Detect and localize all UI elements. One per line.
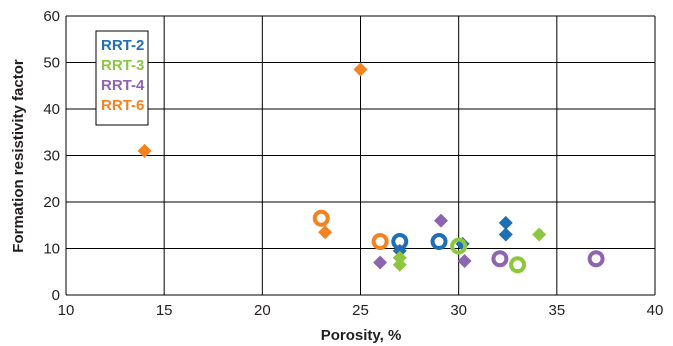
grid xyxy=(65,15,656,296)
x-tick-label: 40 xyxy=(647,302,664,319)
legend: RRT-2 RRT-3 RRT-4 RRT-6 xyxy=(95,30,149,126)
y-tick-label: 50 xyxy=(43,55,60,72)
data-point-diamond-rrt-4 xyxy=(433,213,448,228)
y-tick-label: 60 xyxy=(43,8,60,25)
legend-entry-rrt-4: RRT-4 xyxy=(101,77,145,94)
x-tick-label: 15 xyxy=(156,302,173,319)
y-tick-label: 0 xyxy=(52,287,60,304)
x-tick-label: 10 xyxy=(58,302,75,319)
data-point-ring-rrt-6 xyxy=(312,209,330,227)
data-point-ring-rrt-6 xyxy=(371,233,389,251)
legend-box xyxy=(95,30,149,126)
legend-entry-rrt-6: RRT-6 xyxy=(101,97,144,114)
x-axis-ticks: 10 15 20 25 30 35 40 xyxy=(58,302,664,319)
data-point-ring-rrt-3 xyxy=(509,256,527,274)
data-point-ring-rrt-3 xyxy=(450,237,468,255)
data-point-diamond-rrt-4 xyxy=(457,254,472,269)
y-axis-ticks: 0 10 20 30 40 50 60 xyxy=(43,8,60,304)
legend-entry-rrt-3: RRT-3 xyxy=(101,57,144,74)
x-tick-label: 25 xyxy=(352,302,369,319)
x-axis-title: Porosity, % xyxy=(321,327,402,344)
data-point-ring-rrt-4 xyxy=(491,250,509,268)
data-points xyxy=(137,62,605,274)
x-tick-label: 30 xyxy=(450,302,467,319)
data-point-ring-rrt-2 xyxy=(430,233,448,251)
data-point-diamond-rrt-6 xyxy=(353,62,368,77)
data-point-diamond-rrt-2 xyxy=(498,215,513,230)
data-point-diamond-rrt-2 xyxy=(498,227,513,242)
x-tick-label: 20 xyxy=(254,302,271,319)
y-tick-label: 20 xyxy=(43,194,60,211)
data-point-ring-rrt-4 xyxy=(587,250,605,268)
x-tick-label: 35 xyxy=(548,302,565,319)
data-point-diamond-rrt-4 xyxy=(373,255,388,270)
y-tick-label: 10 xyxy=(43,241,60,258)
y-tick-label: 40 xyxy=(43,101,60,118)
legend-entry-rrt-2: RRT-2 xyxy=(101,37,144,54)
data-point-diamond-rrt-3 xyxy=(392,257,407,272)
y-axis-title: Formation resistivity factor xyxy=(10,59,27,253)
data-point-diamond-rrt-3 xyxy=(532,227,547,242)
y-tick-label: 30 xyxy=(43,148,60,165)
data-point-diamond-rrt-6 xyxy=(318,225,333,240)
data-point-diamond-rrt-6 xyxy=(137,143,152,158)
